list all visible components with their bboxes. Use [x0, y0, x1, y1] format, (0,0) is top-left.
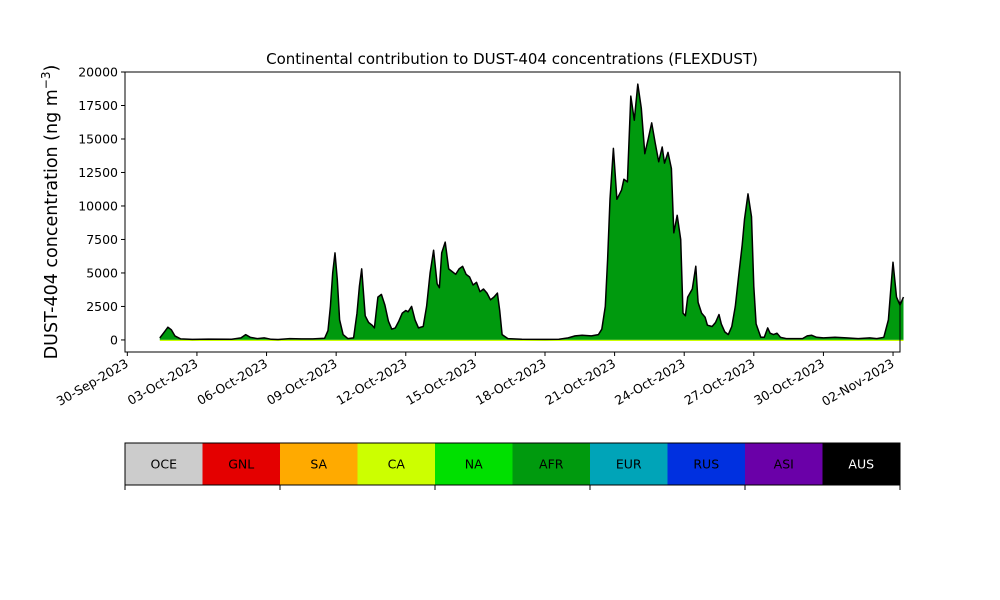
plot-area [124, 71, 905, 353]
series-area-afr [159, 84, 904, 340]
legend-swatch-na [435, 443, 513, 485]
y-tick-label: 10000 [78, 198, 118, 213]
plot-frame [124, 71, 901, 353]
y-axis: 0 2500 5000 7500 10000 12500 15000 17500 20000 [78, 65, 125, 347]
series-line-total [159, 83, 905, 341]
y-axis-label: DUST-404 concentration (ng m−3) [39, 65, 62, 360]
y-axis-label-close: ) [42, 65, 62, 72]
legend-swatch-afr [512, 443, 591, 485]
legend-label-oce: OCE [151, 457, 178, 472]
y-tick-label: 5000 [86, 265, 118, 280]
legend: OCE GNL SA CA NA AFR EUR RUS ASI AUS [124, 442, 901, 490]
legend-label-aus: AUS [848, 457, 874, 472]
x-tick-label: 06-Oct-2023 [194, 356, 270, 408]
legend-swatch-asi [745, 443, 823, 485]
x-tick-label: 02-Nov-2023 [819, 356, 896, 409]
y-axis-label-main: DUST-404 concentration (ng m [42, 89, 62, 359]
legend-swatch-sa [280, 443, 358, 485]
legend-label-eur: EUR [616, 457, 642, 472]
legend-swatch-eur [590, 443, 668, 485]
x-axis: 30-Sep-202303-Oct-202306-Oct-202309-Oct-… [54, 352, 897, 409]
y-tick-label: 0 [110, 332, 118, 347]
x-tick-label: 12-Oct-2023 [334, 356, 410, 408]
legend-label-sa: SA [310, 457, 327, 472]
y-axis-label-superscript: −3 [39, 71, 53, 89]
y-tick-label: 15000 [78, 131, 118, 146]
legend-label-ca: CA [388, 457, 406, 472]
legend-label-afr: AFR [539, 457, 564, 472]
x-tick-label: 24-Oct-2023 [612, 356, 688, 408]
chart-title: Continental contribution to DUST-404 con… [266, 50, 758, 68]
x-tick-label: 09-Oct-2023 [264, 356, 340, 408]
y-tick-label: 20000 [78, 65, 118, 80]
legend-swatch-aus [822, 443, 901, 485]
legend-swatch-ca [357, 443, 436, 485]
x-tick-label: 27-Oct-2023 [682, 356, 758, 408]
legend-label-asi: ASI [774, 457, 794, 472]
y-tick-label: 7500 [86, 232, 118, 247]
y-tick-label: 12500 [78, 165, 118, 180]
legend-swatch-rus [667, 443, 746, 485]
x-tick-label: 03-Oct-2023 [125, 356, 201, 408]
y-tick-label: 2500 [86, 299, 118, 314]
x-tick-label: 15-Oct-2023 [403, 356, 479, 408]
x-tick-label: 30-Sep-2023 [54, 356, 131, 409]
legend-swatch-gnl [202, 443, 281, 485]
legend-label-gnl: GNL [228, 457, 254, 472]
legend-frame [124, 442, 901, 486]
legend-label-rus: RUS [693, 457, 719, 472]
legend-swatch-oce [125, 443, 203, 485]
y-tick-label: 17500 [78, 98, 118, 113]
x-tick-label: 18-Oct-2023 [473, 356, 549, 408]
legend-label-na: NA [465, 457, 483, 472]
x-tick-label: 30-Oct-2023 [751, 356, 827, 408]
x-tick-label: 21-Oct-2023 [542, 356, 618, 408]
